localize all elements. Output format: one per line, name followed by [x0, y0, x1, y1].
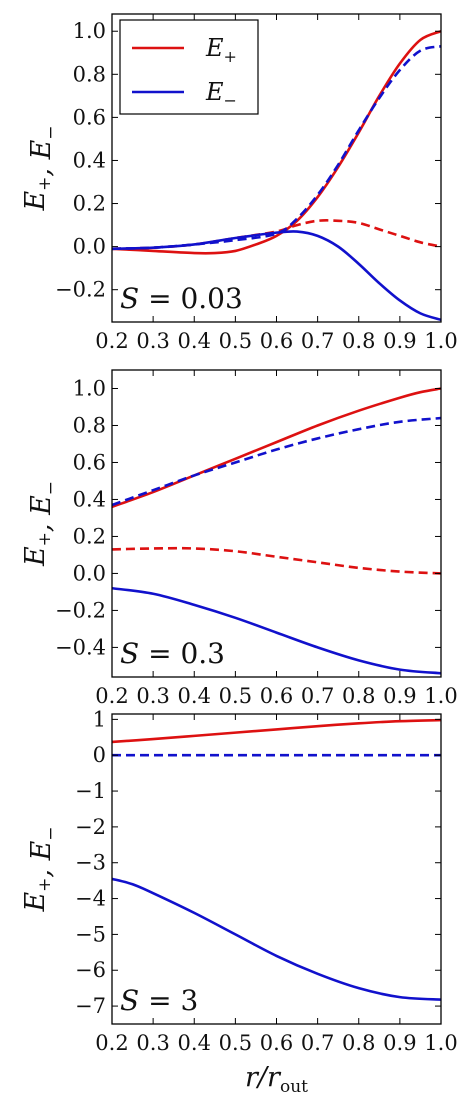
y-tick-label: −7 [75, 994, 106, 1018]
x-tick-label: 0.3 [136, 1031, 169, 1055]
y-tick-label: 0.2 [73, 524, 106, 548]
legend: E+ E− [119, 19, 259, 115]
x-tick-label: 0.6 [260, 1031, 293, 1055]
y-tick-label: 0.6 [73, 105, 106, 129]
y-axis-label: E+, E− [20, 125, 61, 211]
series-line-red-dashed [112, 546, 441, 575]
y-tick-label: 0.2 [73, 192, 106, 216]
x-tick-label: 1.0 [424, 684, 457, 708]
y-tick-label: 1.0 [73, 19, 106, 43]
x-tick-label: 0.2 [95, 329, 128, 353]
panel-s-0-3: 0.2 0.3 0.4 0.5 0.6 0.7 0.8 0.9 1.0 −0.4 −0.2 0.0 0.… [20, 369, 458, 708]
y-tick-label: 0 [93, 743, 106, 767]
panel-annotation: S = 3 [120, 984, 198, 1017]
x-tick-label: 0.4 [178, 329, 211, 353]
panel-annotation: S = 0.03 [120, 282, 243, 315]
y-tick-label: −0.2 [55, 278, 106, 302]
x-tick-label: 0.7 [301, 329, 334, 353]
y-tick-label: −6 [75, 958, 106, 982]
y-tick-label: −4 [75, 887, 106, 911]
x-tick-label: 0.2 [95, 684, 128, 708]
x-tick-label: 0.4 [178, 1031, 211, 1055]
x-tick-label: 0.3 [136, 329, 169, 353]
x-tick-label: 0.2 [95, 1031, 128, 1055]
y-axis-label: E+, E− [20, 826, 61, 912]
panel-s-0-03: 0.2 0.3 0.4 0.5 0.6 0.7 0.8 0.9 1.0 −0.2 0.0 0.2 0.4… [20, 13, 458, 353]
x-tick-label: 0.3 [136, 684, 169, 708]
plot-frame [111, 369, 442, 678]
y-tick-label: −3 [75, 851, 106, 875]
y-tick-label: 0.8 [73, 62, 106, 86]
x-tick-label: 0.7 [301, 684, 334, 708]
y-tick-label: −0.4 [55, 635, 106, 659]
x-tick-label: 0.8 [342, 329, 375, 353]
x-tick-label: 0.6 [260, 329, 293, 353]
x-tick-label: 1.0 [424, 329, 457, 353]
series-line-blue-solid [112, 877, 441, 1001]
x-tick-label: 0.7 [301, 1031, 334, 1055]
panel-s-3: 0.2 0.3 0.4 0.5 0.6 0.7 0.8 0.9 1.0 −7 −6 −5 −4 −3 −2 −… [20, 707, 458, 1097]
panel-annotation: S = 0.3 [120, 637, 225, 670]
y-tick-label: −2 [75, 815, 106, 839]
y-tick-label: 0.4 [73, 487, 106, 511]
series-group [112, 387, 441, 675]
legend-label: E+ [205, 34, 237, 66]
series-line-red-solid [112, 387, 441, 509]
y-tick-label: 0.8 [73, 413, 106, 437]
x-tick-label: 0.5 [219, 329, 252, 353]
x-tick-label: 0.5 [219, 684, 252, 708]
x-tick-label: 0.4 [178, 684, 211, 708]
legend-box [119, 19, 259, 115]
legend-label: E− [205, 78, 237, 110]
x-tick-label: 0.6 [260, 684, 293, 708]
y-tick-label: −0.2 [55, 598, 106, 622]
series-line-blue-solid [112, 586, 441, 675]
series-line-red-solid [112, 30, 441, 255]
y-tick-label: 0.0 [73, 235, 106, 259]
x-tick-label: 0.5 [219, 1031, 252, 1055]
x-tick-label: 0.9 [383, 684, 416, 708]
series-line-blue-solid [112, 230, 441, 322]
series-line-red-solid [112, 718, 441, 744]
x-axis-label: r/rout [245, 1062, 308, 1097]
y-axis-label: E+, E− [20, 481, 61, 567]
y-tick-label: 0.6 [73, 450, 106, 474]
x-tick-label: 0.8 [342, 684, 375, 708]
y-tick-label: 0.4 [73, 148, 106, 172]
series-line-blue-dashed [112, 416, 441, 507]
y-tick-label: 1 [93, 707, 106, 731]
x-tick-label: 0.9 [383, 1031, 416, 1055]
x-tick-label: 1.0 [424, 1031, 457, 1055]
y-tick-label: 0.0 [73, 561, 106, 585]
series-line-blue-dashed [112, 45, 441, 251]
series-group [112, 718, 441, 1001]
series-group [112, 30, 441, 322]
y-tick-label: −5 [75, 922, 106, 946]
x-tick-label: 0.8 [342, 1031, 375, 1055]
y-tick-label: 1.0 [73, 376, 106, 400]
y-tick-label: −1 [75, 779, 106, 803]
plot-frame [111, 713, 442, 1025]
x-tick-label: 0.9 [383, 329, 416, 353]
